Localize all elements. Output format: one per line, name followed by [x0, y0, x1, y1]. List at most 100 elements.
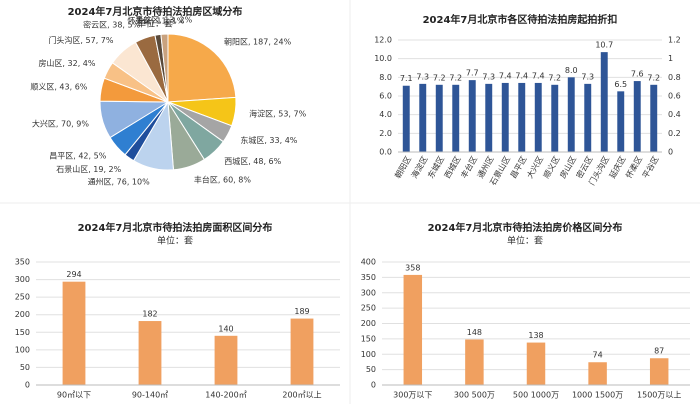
- bar: [402, 85, 410, 152]
- value-label: 7.2: [433, 73, 446, 82]
- value-label: 7.1: [400, 74, 413, 83]
- slice-label: 朝阳区, 187, 24%: [224, 38, 292, 47]
- bar: [534, 82, 542, 152]
- value-label: 7.2: [449, 73, 462, 82]
- value-label: 7.2: [548, 73, 561, 82]
- bar: [650, 84, 658, 152]
- bar: [649, 358, 669, 385]
- y-tick-label: 50: [20, 363, 30, 372]
- bar: [138, 321, 162, 385]
- y-tick-label: 300: [15, 275, 30, 284]
- bar: [214, 335, 238, 385]
- y2-tick-label: 1.2: [668, 36, 681, 45]
- y-tick-label: 250: [361, 304, 376, 313]
- value-label: 8.0: [565, 66, 578, 75]
- chart-subtitle: 单位：套: [137, 18, 173, 30]
- y-tick-label: 100: [361, 350, 376, 359]
- value-label: 358: [405, 263, 420, 272]
- value-label: 294: [66, 270, 81, 279]
- y-tick-label: 400: [361, 258, 376, 267]
- value-label: 7.3: [581, 72, 594, 81]
- y2-tick-label: 0.6: [668, 92, 681, 101]
- value-label: 7.3: [482, 72, 495, 81]
- bar: [588, 362, 607, 385]
- x-tick-label: 90-140㎡: [132, 391, 168, 400]
- slice-label: 房山区, 32, 4%: [38, 58, 95, 68]
- bar: [62, 281, 86, 385]
- x-tick-label: 1000 1500万: [572, 391, 623, 400]
- slice-label: 昌平区, 42, 5%: [49, 152, 106, 161]
- y-tick-label: 150: [15, 328, 30, 337]
- y-tick-label: 350: [361, 273, 376, 282]
- y-tick-label: 2.0: [379, 129, 392, 138]
- y-tick-label: 0: [25, 381, 30, 390]
- y-tick-label: 250: [15, 293, 30, 302]
- x-tick-label: 500 1000万: [513, 391, 559, 400]
- x-tick-label: 300万以下: [393, 391, 432, 400]
- slice-label: 西城区, 48, 6%: [224, 157, 281, 166]
- bar: [485, 83, 493, 152]
- bar: [501, 82, 509, 152]
- chart-subtitle: 单位：套: [157, 235, 193, 247]
- bar: [600, 52, 608, 153]
- value-label: 182: [142, 310, 157, 319]
- y2-tick-label: 0.2: [668, 129, 681, 138]
- bar: [518, 82, 526, 152]
- bar: [452, 84, 460, 152]
- bar: [465, 339, 484, 385]
- y-tick-label: 100: [15, 345, 30, 354]
- value-label: 10.7: [595, 41, 613, 50]
- slice-label: 东城区, 33, 4%: [240, 135, 297, 145]
- bar: [435, 84, 443, 152]
- slice-label: 怀柔区, 11, 1%: [127, 15, 184, 25]
- y-tick-label: 200: [15, 310, 30, 319]
- y-tick-label: 12.0: [374, 36, 392, 45]
- chart-title: 2024年7月北京市各区待拍法拍房起拍折扣: [423, 13, 618, 26]
- value-label: 138: [528, 331, 543, 340]
- chart-title: 2024年7月北京市待拍法拍房区域分布: [68, 5, 243, 18]
- y-tick-label: 50: [366, 365, 376, 374]
- bar: [403, 274, 423, 385]
- y2-tick-label: 0.8: [668, 73, 681, 82]
- slice-label: 密云区, 38, 5%: [83, 19, 140, 29]
- slice-label: 丰台区, 60, 8%: [194, 174, 251, 184]
- y-tick-label: 0: [371, 381, 376, 390]
- y-tick-label: 300: [361, 288, 376, 297]
- x-tick-label: 200㎡以上: [282, 391, 321, 400]
- slice-label: 顺义区, 43, 6%: [30, 82, 87, 91]
- y2-tick-label: 0.4: [668, 110, 681, 119]
- x-tick-label: 1500万以上: [637, 391, 681, 400]
- slice-label: 平谷区, 13, 2%: [135, 16, 192, 25]
- y-tick-label: 200: [361, 319, 376, 328]
- pie-slice: [167, 33, 237, 103]
- y-tick-label: 8.0: [379, 73, 392, 82]
- y-tick-label: 10.0: [374, 54, 392, 63]
- value-label: 74: [593, 351, 603, 360]
- pie-slice: [160, 33, 169, 103]
- bar: [419, 83, 427, 152]
- bar: [633, 81, 641, 152]
- bar: [617, 91, 625, 152]
- value-label: 7.3: [416, 72, 429, 81]
- value-label: 7.6: [631, 70, 644, 79]
- y-tick-label: 6.0: [379, 92, 392, 101]
- chart-title: 2024年7月北京市待拍法拍房面积区间分布: [78, 221, 273, 234]
- bar: [584, 83, 592, 152]
- y-tick-label: 150: [361, 334, 376, 343]
- x-tick-label: 300 500万: [454, 391, 495, 400]
- slice-label: 大兴区, 70, 9%: [32, 118, 89, 128]
- slice-label: 门头沟区, 57, 7%: [48, 35, 113, 45]
- value-label: 189: [294, 307, 309, 316]
- y-tick-label: 4.0: [379, 110, 392, 119]
- value-label: 7.2: [647, 73, 660, 82]
- x-tick-label: 90㎡以下: [57, 391, 91, 400]
- bar: [551, 84, 559, 152]
- value-label: 7.7: [466, 69, 479, 78]
- slice-label: 石景山区, 19, 2%: [56, 164, 121, 174]
- value-label: 140: [218, 324, 233, 333]
- value-label: 148: [467, 328, 482, 337]
- value-label: 7.4: [515, 71, 528, 80]
- slice-label: 通州区, 76, 10%: [88, 176, 151, 186]
- y-tick-label: 350: [15, 258, 30, 267]
- chart-title: 2024年7月北京市待拍法拍房价格区间分布: [428, 221, 623, 234]
